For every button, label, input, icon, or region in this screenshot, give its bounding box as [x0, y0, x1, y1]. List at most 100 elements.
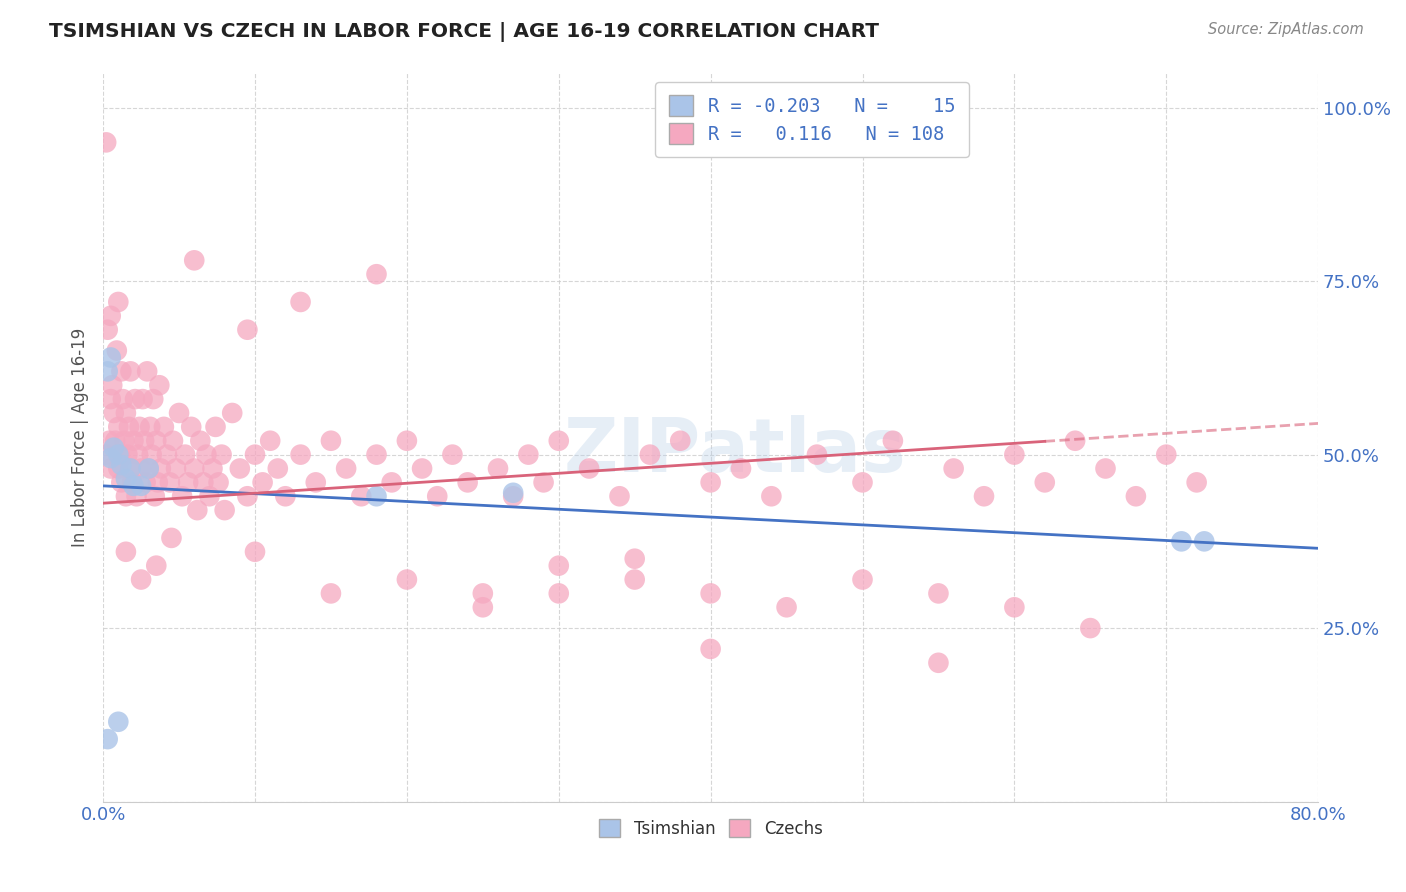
Point: [142, 392, 165, 406]
Point: [149, 461, 172, 475]
Point: [143, 489, 166, 503]
Point: [141, 448, 163, 462]
Point: [159, 475, 181, 490]
Y-axis label: In Labor Force | Age 16-19: In Labor Force | Age 16-19: [72, 327, 89, 547]
Point: [100, 392, 122, 406]
Point: [502, 485, 524, 500]
Point: [1185, 475, 1208, 490]
Point: [156, 448, 179, 462]
Point: [290, 448, 312, 462]
Point: [204, 420, 226, 434]
Point: [103, 406, 125, 420]
Point: [97, 732, 120, 747]
Point: [243, 448, 266, 462]
Point: [115, 489, 138, 503]
Point: [129, 479, 152, 493]
Point: [623, 573, 645, 587]
Point: [98, 434, 121, 448]
Point: [103, 441, 125, 455]
Point: [395, 434, 418, 448]
Point: [127, 448, 149, 462]
Point: [547, 586, 569, 600]
Point: [112, 434, 135, 448]
Point: [236, 489, 259, 503]
Point: [252, 475, 274, 490]
Point: [229, 461, 252, 475]
Point: [129, 573, 152, 587]
Point: [730, 461, 752, 475]
Point: [201, 461, 224, 475]
Point: [97, 364, 120, 378]
Point: [111, 392, 134, 406]
Point: [471, 600, 494, 615]
Point: [148, 378, 170, 392]
Point: [319, 586, 342, 600]
Point: [973, 489, 995, 503]
Text: TSIMSHIAN VS CZECH IN LABOR FORCE | AGE 16-19 CORRELATION CHART: TSIMSHIAN VS CZECH IN LABOR FORCE | AGE …: [49, 22, 879, 42]
Point: [100, 309, 122, 323]
Point: [381, 475, 404, 490]
Point: [243, 545, 266, 559]
Point: [259, 434, 281, 448]
Point: [180, 420, 202, 434]
Point: [198, 489, 221, 503]
Point: [136, 364, 159, 378]
Point: [131, 392, 153, 406]
Point: [699, 641, 721, 656]
Point: [486, 461, 509, 475]
Point: [441, 448, 464, 462]
Point: [211, 448, 233, 462]
Point: [121, 475, 143, 490]
Point: [290, 295, 312, 310]
Point: [457, 475, 479, 490]
Point: [110, 364, 132, 378]
Point: [117, 448, 139, 462]
Point: [177, 475, 200, 490]
Point: [138, 461, 160, 475]
Point: [350, 489, 373, 503]
Point: [366, 267, 388, 281]
Point: [101, 378, 124, 392]
Point: [1078, 621, 1101, 635]
Point: [153, 420, 176, 434]
Point: [134, 434, 156, 448]
Point: [411, 461, 433, 475]
Point: [145, 558, 167, 573]
Point: [107, 714, 129, 729]
Point: [274, 489, 297, 503]
Point: [335, 461, 357, 475]
Point: [124, 392, 146, 406]
Point: [108, 448, 131, 462]
Point: [105, 343, 128, 358]
Point: [186, 503, 208, 517]
Point: [578, 461, 600, 475]
Point: [125, 489, 148, 503]
Point: [96, 136, 118, 150]
Point: [193, 475, 215, 490]
Point: [139, 420, 162, 434]
Point: [107, 448, 129, 462]
Point: [426, 489, 449, 503]
Point: [107, 295, 129, 310]
Text: ZIPatlas: ZIPatlas: [564, 416, 907, 488]
Point: [638, 448, 661, 462]
Point: [120, 364, 142, 378]
Point: [366, 489, 388, 503]
Point: [221, 406, 243, 420]
Point: [100, 451, 122, 466]
Point: [699, 586, 721, 600]
Point: [96, 448, 118, 462]
Point: [1094, 461, 1116, 475]
Point: [609, 489, 631, 503]
Point: [699, 475, 721, 490]
Point: [319, 434, 342, 448]
Point: [942, 461, 965, 475]
Point: [806, 448, 828, 462]
Point: [104, 434, 127, 448]
Point: [129, 461, 152, 475]
Point: [135, 475, 157, 490]
Point: [100, 461, 122, 475]
Point: [110, 475, 132, 490]
Point: [1064, 434, 1087, 448]
Point: [267, 461, 290, 475]
